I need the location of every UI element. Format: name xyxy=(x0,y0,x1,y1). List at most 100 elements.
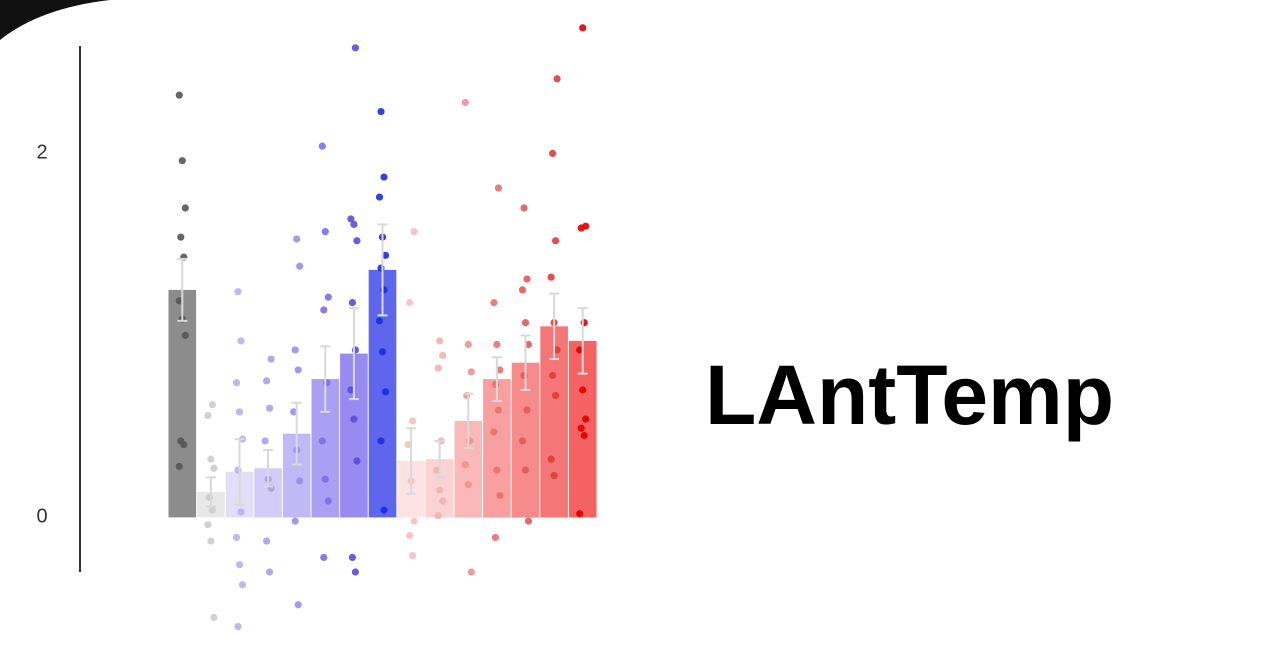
data-point xyxy=(576,510,584,518)
data-point xyxy=(464,340,472,349)
data-point xyxy=(380,173,388,181)
data-point xyxy=(347,386,355,394)
data-point xyxy=(237,508,245,516)
data-point xyxy=(321,228,329,236)
data-point xyxy=(321,475,329,483)
data-point xyxy=(439,497,447,505)
data-point xyxy=(550,471,558,480)
data-point xyxy=(521,466,530,474)
data-point xyxy=(263,537,271,545)
data-point xyxy=(410,228,418,236)
data-point xyxy=(267,355,275,363)
data-point xyxy=(494,184,502,192)
data-point xyxy=(324,497,332,505)
data-point xyxy=(237,337,245,345)
data-point xyxy=(375,317,384,325)
data-point xyxy=(547,455,555,463)
data-point xyxy=(351,44,359,52)
data-point xyxy=(521,319,530,327)
data-point xyxy=(494,406,502,414)
data-point xyxy=(380,506,388,514)
data-point xyxy=(520,371,528,380)
data-point xyxy=(181,331,189,339)
data-point xyxy=(318,437,326,445)
data-point xyxy=(406,299,414,307)
data-point xyxy=(323,379,331,387)
data-point xyxy=(178,157,186,165)
data-point xyxy=(204,411,212,420)
data-point xyxy=(406,532,414,540)
data-point xyxy=(180,441,188,449)
data-point xyxy=(491,533,499,542)
data-point xyxy=(266,568,274,576)
data-point xyxy=(177,233,185,241)
data-point xyxy=(235,408,244,416)
data-point xyxy=(377,437,385,445)
data-point xyxy=(549,371,557,380)
data-point xyxy=(579,24,587,32)
data-point xyxy=(296,262,304,270)
data-point xyxy=(577,424,585,432)
data-point xyxy=(436,337,444,345)
data-point xyxy=(490,428,498,436)
data-point xyxy=(380,286,388,294)
data-point xyxy=(210,464,218,472)
data-point xyxy=(377,107,385,116)
data-point xyxy=(409,552,417,560)
annotation: LAntTemp xyxy=(705,348,1114,442)
data-point xyxy=(552,391,560,400)
data-point xyxy=(293,235,301,243)
data-point xyxy=(523,275,531,283)
data-point xyxy=(490,299,498,307)
data-point xyxy=(324,293,332,301)
data-point xyxy=(378,348,387,356)
data-point xyxy=(524,517,533,525)
data-point xyxy=(353,457,361,465)
data-point xyxy=(579,386,587,394)
data-point xyxy=(467,368,475,376)
y-tick-label: 2 xyxy=(36,142,47,164)
data-point xyxy=(523,406,531,414)
data-point xyxy=(234,466,242,474)
data-point xyxy=(577,224,585,232)
data-point xyxy=(375,193,384,201)
data-point xyxy=(553,346,561,354)
data-point xyxy=(208,400,216,409)
bar xyxy=(168,289,197,518)
data-point xyxy=(205,493,213,501)
data-point xyxy=(466,437,474,445)
data-point xyxy=(518,286,527,294)
data-point xyxy=(377,264,385,272)
data-point xyxy=(208,506,216,514)
data-point xyxy=(467,568,475,576)
data-point xyxy=(350,220,358,228)
data-point xyxy=(410,517,418,525)
data-point xyxy=(493,340,501,349)
corner-shape xyxy=(0,0,110,40)
data-point xyxy=(235,561,244,569)
data-point xyxy=(461,461,469,469)
data-point xyxy=(204,521,212,529)
data-point xyxy=(518,437,527,445)
data-point xyxy=(404,441,412,449)
data-point xyxy=(181,204,189,212)
data-point xyxy=(552,237,560,245)
data-point xyxy=(553,75,561,83)
data-point xyxy=(348,299,356,307)
data-point xyxy=(580,431,588,440)
data-point xyxy=(175,91,183,99)
data-point xyxy=(547,273,555,281)
data-point xyxy=(496,366,504,374)
data-point xyxy=(580,319,588,327)
data-point xyxy=(207,455,215,463)
data-point xyxy=(381,388,390,396)
data-point xyxy=(439,351,447,360)
data-point xyxy=(434,364,442,372)
data-point xyxy=(520,204,528,212)
data-point xyxy=(549,149,557,157)
data-point xyxy=(175,297,183,305)
data-point xyxy=(464,481,472,489)
data-point xyxy=(320,306,328,314)
data-point xyxy=(232,379,241,387)
